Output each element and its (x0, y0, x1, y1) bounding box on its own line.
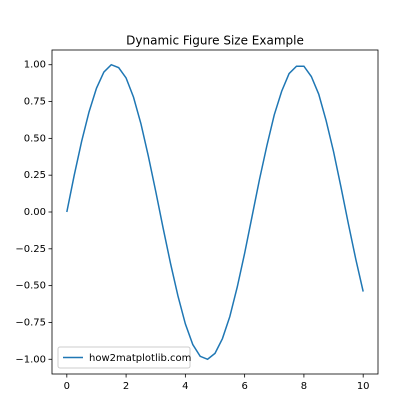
x-tick-label: 8 (301, 381, 307, 392)
y-tick-label: −0.25 (15, 244, 46, 255)
y-tick-label: 0.00 (24, 207, 46, 218)
y-tick-label: −0.75 (15, 317, 46, 328)
axes-frame (51, 49, 379, 375)
y-tick-label: 0.75 (24, 97, 46, 108)
legend-label: how2matplotlib.com (89, 353, 191, 364)
x-tick-label: 0 (64, 381, 70, 392)
x-tick-label: 4 (182, 381, 188, 392)
y-tick-label: 0.25 (24, 170, 46, 181)
legend-box (57, 346, 191, 369)
x-tick-label: 2 (123, 381, 129, 392)
y-tick-label: 1.00 (24, 60, 46, 71)
x-tick-label: 10 (357, 381, 370, 392)
y-tick-label: −0.50 (15, 281, 46, 292)
x-tick-label: 6 (241, 381, 247, 392)
series-line (66, 63, 364, 361)
y-tick-label: 0.50 (24, 133, 46, 144)
chart-title: Dynamic Figure Size Example (126, 34, 304, 48)
y-tick-label: −1.00 (15, 354, 46, 365)
